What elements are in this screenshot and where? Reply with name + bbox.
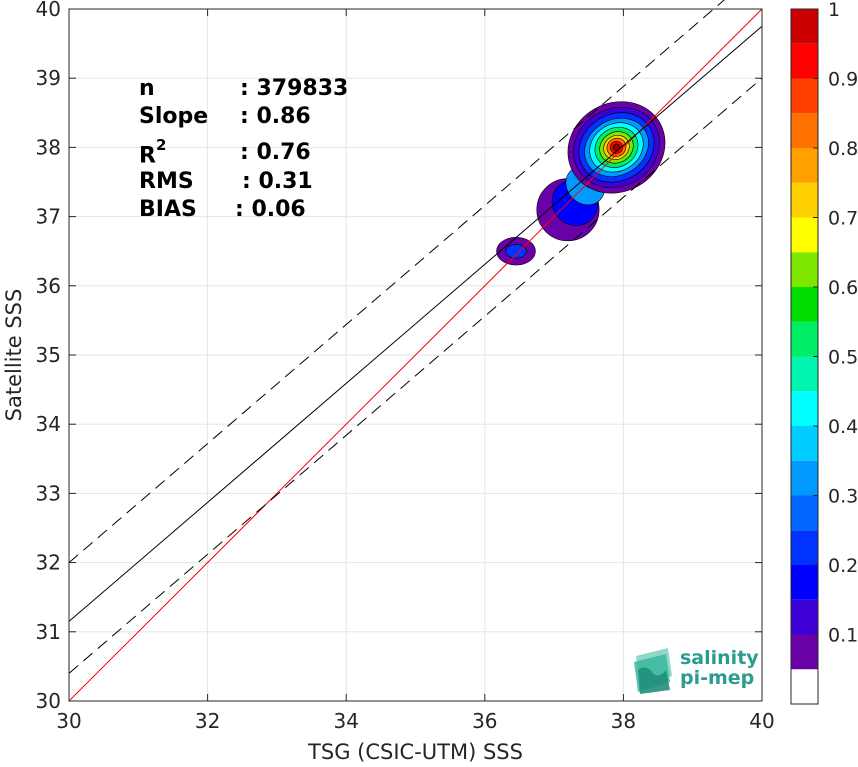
y-tick-label: 39 bbox=[36, 66, 61, 90]
y-tick-label: 32 bbox=[36, 551, 61, 575]
stat-rms-value: : 0.31 bbox=[242, 169, 313, 194]
colorbar-band bbox=[791, 599, 818, 635]
colorbar-band bbox=[791, 252, 818, 287]
colorbar-band bbox=[791, 460, 818, 496]
colorbar-band bbox=[791, 634, 818, 670]
axes: 30 32 34 36 38 40 30 31 32 33 34 35 36 37 38 39 40 TSG (C… bbox=[2, 0, 775, 764]
logo-line2: pi-mep bbox=[680, 667, 755, 689]
y-tick-label: 37 bbox=[36, 205, 61, 229]
reference-lines bbox=[68, 0, 763, 702]
y-tick-label: 38 bbox=[36, 135, 61, 159]
density-secondary-contour bbox=[505, 243, 527, 259]
line-regression bbox=[68, 25, 763, 622]
y-tick-label: 35 bbox=[36, 343, 61, 367]
x-tick-label: 30 bbox=[56, 709, 81, 733]
stat-n-label: n bbox=[139, 76, 155, 101]
y-tick-label: 36 bbox=[36, 274, 61, 298]
colorbar: 0.1 0.2 0.3 0.4 0.5 0.6 0.7 0.8 0.9 1 bbox=[790, 0, 858, 705]
colorbar-band bbox=[791, 43, 818, 79]
colorbar-band bbox=[791, 78, 818, 114]
x-tick-label: 34 bbox=[333, 709, 358, 733]
stat-rms-label: RMS bbox=[139, 169, 194, 194]
logo-line1: salinity bbox=[680, 647, 759, 669]
y-tick-label: 34 bbox=[36, 412, 61, 436]
x-axis-label: TSG (CSIC-UTM) SSS bbox=[307, 740, 523, 764]
colorbar-band bbox=[791, 182, 818, 218]
logo-waves-icon bbox=[634, 648, 672, 694]
colorbar-tick-label: 0.7 bbox=[828, 208, 858, 230]
stat-n-value: : 379833 bbox=[240, 76, 349, 101]
stat-bias-label: BIAS bbox=[139, 197, 197, 222]
colorbar-tick-label: 0.2 bbox=[828, 555, 858, 577]
stat-bias-value: : 0.06 bbox=[235, 197, 306, 222]
colorbar-band bbox=[791, 565, 818, 600]
colorbar-band bbox=[791, 148, 818, 183]
y-axis-label: Satellite SSS bbox=[2, 289, 26, 422]
colorbar-tick-label: 0.4 bbox=[828, 416, 858, 438]
salinity-pimep-logo: salinity pi-mep bbox=[632, 644, 762, 696]
y-tick-label: 40 bbox=[36, 0, 61, 21]
colorbar-band bbox=[791, 287, 818, 322]
stat-r2-r: R bbox=[139, 143, 156, 169]
colorbar-tick-label: 0.9 bbox=[828, 69, 858, 91]
colorbar-tick-label: 0.3 bbox=[828, 486, 858, 508]
stat-slope-value: : 0.86 bbox=[240, 104, 311, 129]
y-tick-label: 33 bbox=[36, 481, 61, 505]
line-lower-bound bbox=[68, 77, 763, 674]
colorbar-tick-label: 0.1 bbox=[828, 625, 858, 647]
stat-r2-sup: 2 bbox=[155, 136, 167, 154]
colorbar-band bbox=[791, 426, 818, 461]
stat-r2-label: R2 bbox=[139, 136, 166, 169]
density-contours bbox=[496, 101, 666, 266]
colorbar-tick-label: 0.8 bbox=[828, 138, 858, 160]
colorbar-band bbox=[791, 321, 818, 357]
colorbar-band bbox=[791, 495, 818, 531]
colorbar-band bbox=[791, 9, 818, 44]
colorbar-band bbox=[791, 217, 818, 253]
colorbar-band bbox=[791, 113, 818, 148]
x-tick-label: 36 bbox=[472, 709, 497, 733]
colorbar-band bbox=[791, 530, 818, 565]
stat-slope-label: Slope bbox=[139, 104, 209, 129]
colorbar-tick-label: 1 bbox=[828, 0, 840, 21]
y-tick-label: 30 bbox=[36, 689, 61, 713]
colorbar-band bbox=[791, 391, 818, 426]
y-tick-label: 31 bbox=[36, 620, 61, 644]
line-upper-bound bbox=[68, 0, 725, 563]
x-tick-label: 32 bbox=[195, 709, 220, 733]
x-tick-label: 40 bbox=[749, 709, 774, 733]
colorbar-band bbox=[791, 356, 818, 392]
colorbar-tick-label: 0.6 bbox=[828, 277, 858, 299]
colorbar-band bbox=[791, 669, 818, 704]
line-identity bbox=[68, 8, 763, 702]
x-tick-label: 38 bbox=[611, 709, 636, 733]
colorbar-tick-label: 0.5 bbox=[828, 347, 858, 369]
stat-r2-value: : 0.76 bbox=[240, 140, 311, 165]
